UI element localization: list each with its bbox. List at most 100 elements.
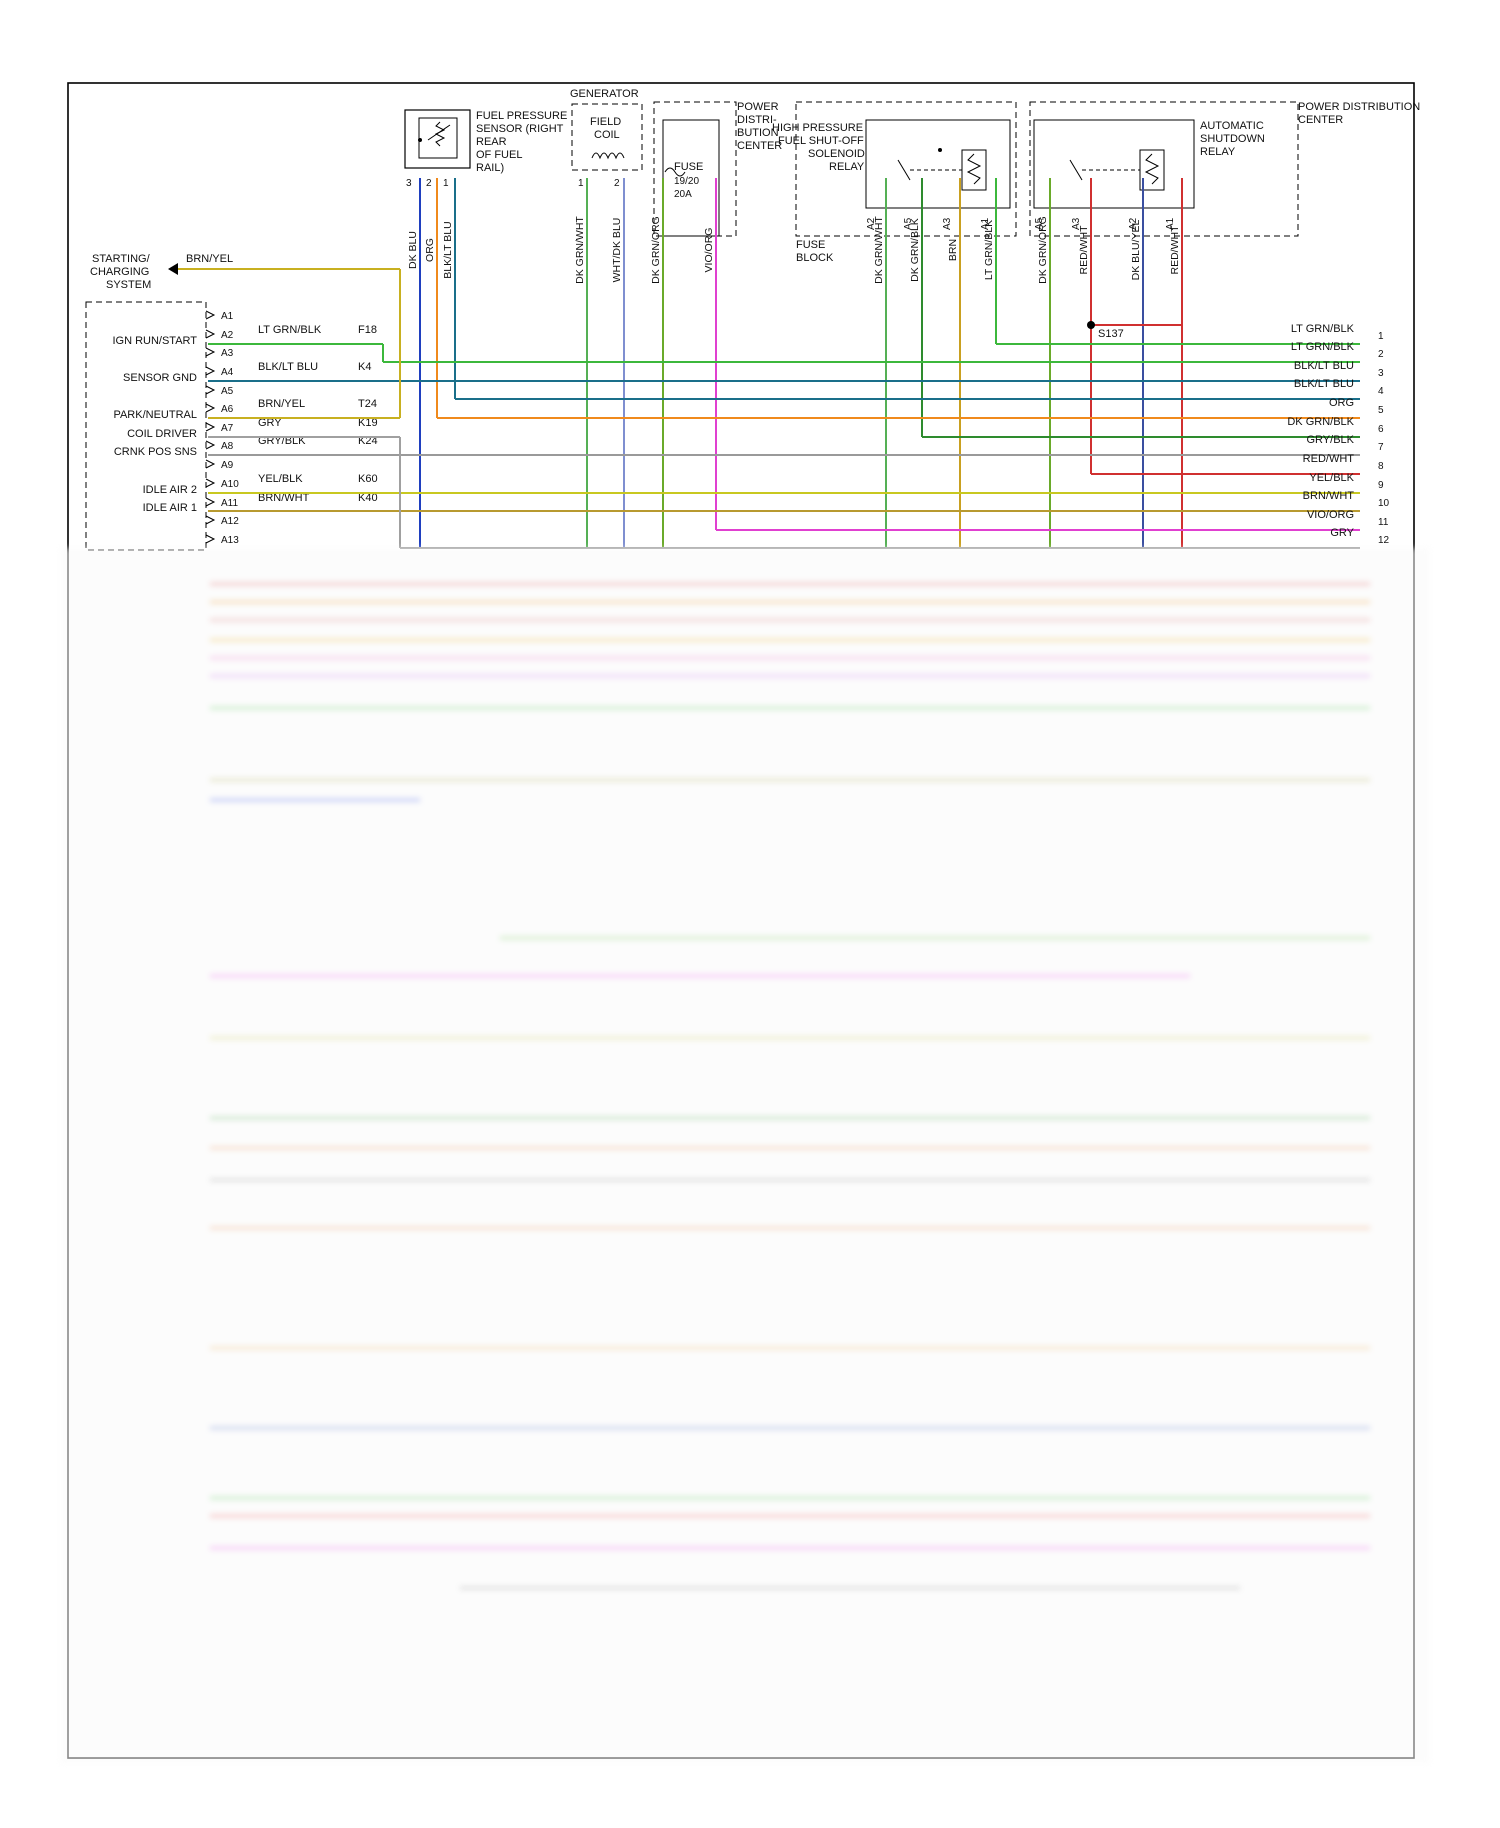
right-wire-number: 7 bbox=[1378, 442, 1384, 453]
pdc2-label-1: POWER DISTRIBUTION bbox=[1298, 101, 1420, 113]
ecm-pin-connector-icon bbox=[205, 459, 216, 469]
starting-label-1: STARTING/ bbox=[92, 253, 151, 265]
top-wire-label: BRN bbox=[947, 239, 959, 261]
right-wire-label: VIO/ORG bbox=[1307, 509, 1354, 521]
right-wire-label: RED/WHT bbox=[1303, 453, 1355, 465]
hp-fuel-shutoff-relay: HIGH PRESSURE FUEL SHUT-OFF SOLENOID REL… bbox=[772, 101, 1017, 264]
ecm-function-label: IDLE AIR 1 bbox=[143, 502, 197, 514]
ecm-pin-connector-icon bbox=[205, 310, 216, 320]
ecm-pin-a4: A4 bbox=[221, 367, 234, 378]
ecm-wire-labels: LT GRN/BLK F18 BLK/LT BLU K4 BRN/YEL T24 GRY K1… bbox=[258, 324, 378, 504]
ecm-pins: A1 A2 A3 A4 A5 A6 A7 A8 A9 A10 A11 A12 A13 bbox=[205, 310, 239, 546]
ecm-pin-connector-icon bbox=[205, 534, 216, 544]
ecm-pin-connector-icon bbox=[205, 366, 216, 376]
ecm-pin-connector-icon bbox=[205, 347, 216, 357]
hp-pin-a5: A5 bbox=[903, 217, 914, 230]
starting-label-3: SYSTEM bbox=[106, 279, 151, 291]
asd-pin-a1: A1 bbox=[1165, 217, 1176, 230]
right-wire-label: DK GRN/BLK bbox=[1287, 416, 1354, 428]
ecm-pin-connector-icon bbox=[205, 478, 216, 488]
fuse-label-2: 19/20 bbox=[674, 176, 699, 187]
fuel-pressure-sensor-label-4: OF FUEL bbox=[476, 149, 522, 161]
right-wire-label: YEL/BLK bbox=[1309, 472, 1354, 484]
pdc-label-2: DISTRI- bbox=[737, 114, 777, 126]
blurred-lower-diagram bbox=[60, 548, 1430, 1763]
right-wire-label: GRY/BLK bbox=[1307, 434, 1355, 446]
starting-wire-label: BRN/YEL bbox=[186, 253, 233, 265]
automatic-shutdown-relay: POWER DISTRIBUTION CENTER AUTOMATIC SHUT… bbox=[1029, 101, 1420, 237]
right-wire-number: 8 bbox=[1378, 461, 1384, 472]
right-wire-number: 4 bbox=[1378, 386, 1384, 397]
fuse-label-3: 20A bbox=[674, 189, 692, 200]
ecm-pin-a1: A1 bbox=[221, 311, 234, 322]
asd-label-3: RELAY bbox=[1200, 146, 1236, 158]
ecm-pin-connector-icon bbox=[205, 515, 216, 525]
right-wire-label: LT GRN/BLK bbox=[1291, 341, 1355, 353]
asd-label-1: AUTOMATIC bbox=[1200, 120, 1264, 132]
ecm-pin-a13: A13 bbox=[221, 535, 239, 546]
ecm-pin-a11: A11 bbox=[221, 498, 238, 509]
ecm-circuit-label: F18 bbox=[358, 324, 377, 336]
right-wire-label: LT GRN/BLK bbox=[1291, 323, 1355, 335]
right-wire-labels: LT GRN/BLK 1 LT GRN/BLK 2 BLK/LT BLU 3 BLK/LT … bbox=[1287, 323, 1389, 546]
right-wire-number: 1 bbox=[1378, 331, 1384, 342]
fps-pin-3: 3 bbox=[406, 178, 412, 189]
fuse-block-label-2: BLOCK bbox=[796, 252, 834, 264]
fps-pin-1: 1 bbox=[443, 178, 449, 189]
top-wire-label: WHT/DK BLU bbox=[611, 218, 623, 283]
top-wire-label: DK GRN/ORG bbox=[650, 216, 662, 284]
fuel-pressure-sensor: FUEL PRESSURE SENSOR (RIGHT REAR OF FUEL… bbox=[404, 109, 567, 189]
top-wire-label: VIO/ORG bbox=[703, 228, 715, 273]
ecm-function-label: SENSOR GND bbox=[123, 372, 197, 384]
hp-pin-a2: A2 bbox=[866, 217, 877, 230]
hp-relay-label-2: FUEL SHUT-OFF bbox=[778, 135, 864, 147]
right-wire-label: BLK/LT BLU bbox=[1294, 378, 1354, 390]
ecm-pin-connector-icon bbox=[205, 422, 216, 432]
ecm-pin-connector-icon bbox=[205, 403, 216, 413]
hp-pin-a1: A1 bbox=[980, 217, 991, 230]
ecm-connector bbox=[85, 301, 207, 551]
top-wire-label: BLK/LT BLU bbox=[442, 221, 454, 278]
ecm-pin-a8: A8 bbox=[221, 441, 234, 452]
top-wire-label: RED/WHT bbox=[1169, 225, 1181, 275]
starting-charging-system: STARTING/ CHARGING SYSTEM BRN/YEL bbox=[90, 253, 400, 291]
right-wire-number: 10 bbox=[1378, 498, 1390, 509]
top-wire-label: DK GRN/WHT bbox=[873, 216, 885, 284]
ecm-pin-connector-icon bbox=[205, 497, 216, 507]
right-wire-number: 9 bbox=[1378, 480, 1384, 491]
field-coil-label-2: COIL bbox=[594, 129, 620, 141]
ecm-circuit-label: K40 bbox=[358, 492, 378, 504]
pdc-fuse: POWER DISTRI- BUTION CENTER FUSE 19/20 2… bbox=[653, 101, 782, 237]
top-wire-label: RED/WHT bbox=[1078, 225, 1090, 275]
fuel-pressure-sensor-label-1: FUEL PRESSURE bbox=[476, 110, 567, 122]
generator: GENERATOR FIELD COIL 1 2 bbox=[570, 88, 643, 189]
ecm-circuit-label: K4 bbox=[358, 361, 371, 373]
fps-pin-2: 2 bbox=[426, 178, 432, 189]
top-wire-label: DK GRN/ORG bbox=[1037, 216, 1049, 284]
ecm-function-label: PARK/NEUTRAL bbox=[113, 409, 197, 421]
top-wire-label: DK BLU bbox=[407, 231, 419, 269]
asd-label-2: SHUTDOWN bbox=[1200, 133, 1265, 145]
fuse-block-label-1: FUSE bbox=[796, 239, 825, 251]
fuel-pressure-sensor-label-5: RAIL) bbox=[476, 162, 504, 174]
right-wire-number: 2 bbox=[1378, 349, 1384, 360]
ecm-pin-a9: A9 bbox=[221, 460, 234, 471]
ecm-wire-label: BLK/LT BLU bbox=[258, 361, 318, 373]
top-wire-label: LT GRN/BLK bbox=[983, 220, 995, 280]
right-wire-label: BRN/WHT bbox=[1303, 490, 1355, 502]
right-wire-number: 11 bbox=[1378, 517, 1389, 528]
fuse-label-1: FUSE bbox=[674, 161, 703, 173]
ecm-pin-connector-icon bbox=[205, 385, 216, 395]
ecm-circuit-label: T24 bbox=[358, 398, 377, 410]
ecm-functions: IGN RUN/START SENSOR GND PARK/NEUTRAL COIL … bbox=[112, 335, 197, 514]
ecm-circuit-label: K60 bbox=[358, 473, 378, 485]
top-wire-label: DK GRN/WHT bbox=[574, 216, 586, 284]
right-wire-label: GRY bbox=[1330, 527, 1354, 539]
hp-relay-label-4: RELAY bbox=[829, 161, 865, 173]
ecm-function-label: IGN RUN/START bbox=[112, 335, 197, 347]
top-wire-label: DK BLU/YEL bbox=[1130, 219, 1142, 280]
ecm-pin-a5: A5 bbox=[221, 386, 234, 397]
starting-arrow-icon bbox=[168, 263, 178, 275]
splice-s137-icon bbox=[1087, 321, 1095, 329]
